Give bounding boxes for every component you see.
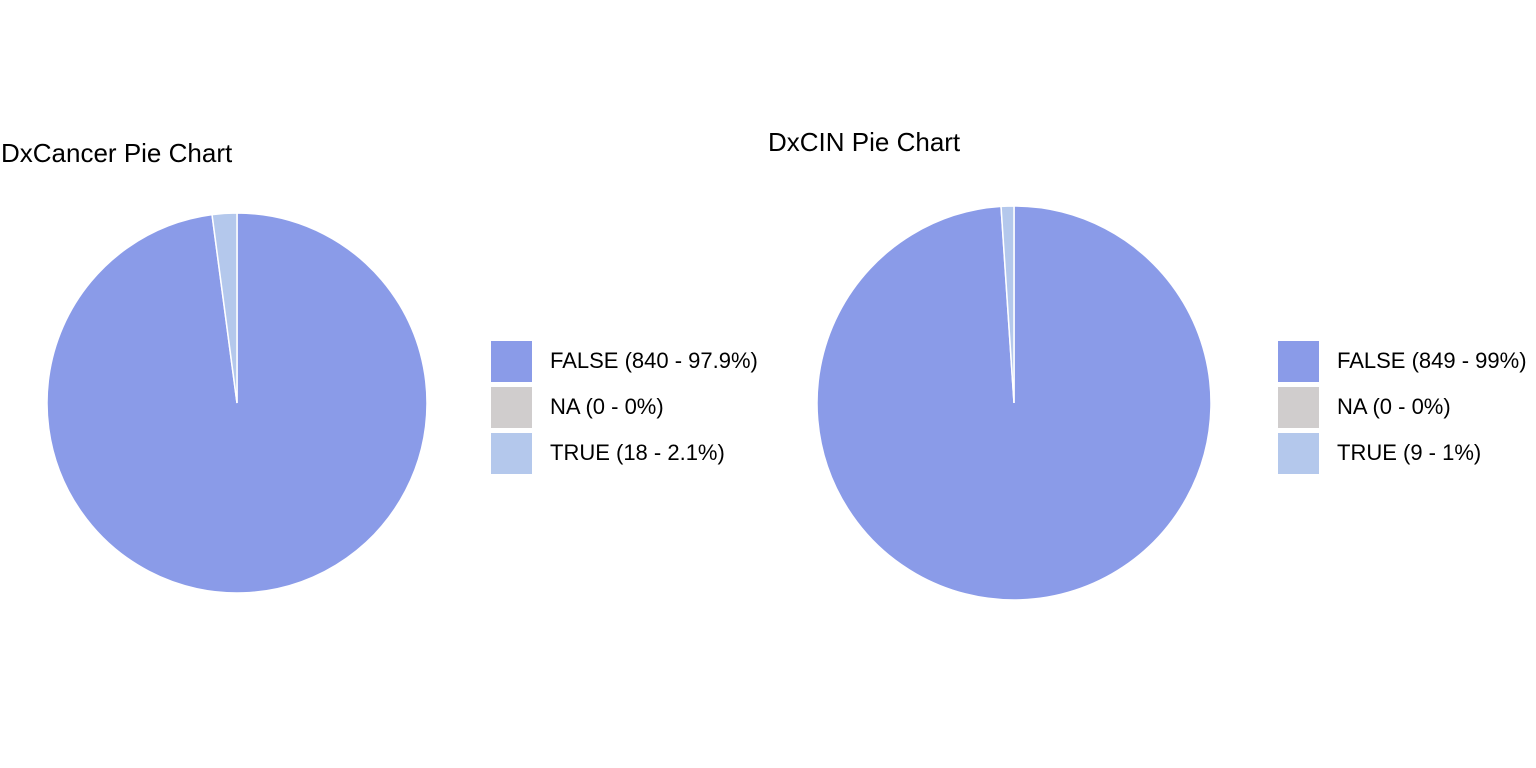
legend-swatch	[1278, 340, 1319, 382]
legend-label: FALSE (849 - 99%)	[1337, 348, 1527, 373]
legend-swatch	[491, 432, 532, 474]
legend-item-true: TRUE (9 - 1%)	[1278, 430, 1527, 476]
legend-label: FALSE (840 - 97.9%)	[550, 348, 758, 373]
legend-swatch	[1278, 432, 1319, 474]
legend-swatch	[491, 340, 532, 382]
legend-swatch	[491, 386, 532, 428]
legend-label: NA (0 - 0%)	[1337, 394, 1451, 419]
chart-title: DxCancer Pie Chart	[1, 138, 233, 168]
pie-chart	[816, 205, 1212, 601]
dxcancer-chart-panel: DxCancer Pie Chart FALSE (840 - 97.9%) N…	[1, 138, 758, 594]
chart-legend: FALSE (840 - 97.9%) NA (0 - 0%) TRUE (18…	[491, 338, 758, 476]
pie-slice-true	[1000, 205, 1015, 404]
legend-item-false: FALSE (840 - 97.9%)	[491, 338, 758, 384]
legend-label: TRUE (9 - 1%)	[1337, 440, 1482, 465]
legend-item-na: NA (0 - 0%)	[1278, 384, 1527, 430]
legend-swatch	[1278, 386, 1319, 428]
chart-title: DxCIN Pie Chart	[768, 127, 961, 157]
dxcin-chart-panel: DxCIN Pie Chart FALSE (849 - 99%) NA (0 …	[768, 0, 1536, 768]
legend-item-na: NA (0 - 0%)	[491, 384, 758, 430]
legend-item-true: TRUE (18 - 2.1%)	[491, 430, 758, 476]
legend-label: NA (0 - 0%)	[550, 394, 664, 419]
legend-item-false: FALSE (849 - 99%)	[1278, 338, 1527, 384]
chart-legend: FALSE (849 - 99%) NA (0 - 0%) TRUE (9 - …	[1278, 338, 1527, 476]
pie-chart	[46, 212, 428, 594]
legend-label: TRUE (18 - 2.1%)	[550, 440, 725, 465]
pie-slice-true	[211, 212, 238, 404]
